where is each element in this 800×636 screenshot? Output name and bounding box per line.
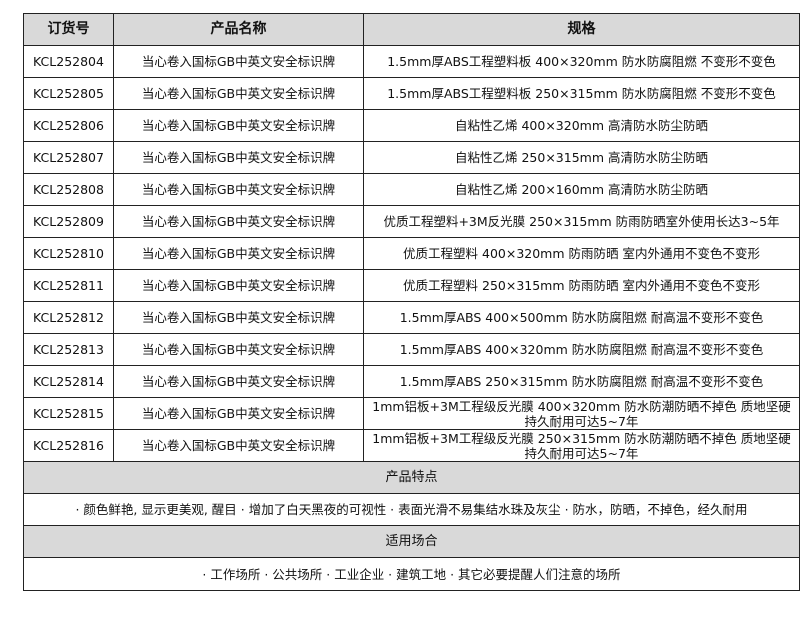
product-name-cell: 当心卷入国标GB中英文安全标识牌 <box>113 333 364 366</box>
product-name-cell: 当心卷入国标GB中英文安全标识牌 <box>113 269 364 302</box>
usage-text: · 工作场所 · 公共场所 · 工业企业 · 建筑工地 · 其它必要提醒人们注意… <box>23 557 800 591</box>
header-row: 订货号 产品名称 规格 <box>23 13 800 46</box>
table-row: KCL252814 当心卷入国标GB中英文安全标识牌 1.5mm厚ABS 250×3… <box>23 365 800 398</box>
spec-cell: 1.5mm厚ABS 400×320mm 防水防腐阻燃 耐高温不变形不变色 <box>363 333 800 366</box>
order-code-cell: KCL252807 <box>23 141 114 174</box>
table-row: KCL252804 当心卷入国标GB中英文安全标识牌 1.5mm厚ABS工程塑料板 … <box>23 45 800 78</box>
table-row: KCL252806 当心卷入国标GB中英文安全标识牌 自粘性乙烯 400×320mm… <box>23 109 800 142</box>
product-name-cell: 当心卷入国标GB中英文安全标识牌 <box>113 141 364 174</box>
spec-cell: 优质工程塑料 250×315mm 防雨防晒 室内外通用不变色不变形 <box>363 269 800 302</box>
table-row: KCL252815 当心卷入国标GB中英文安全标识牌 1mm铝板+3M工程级反光膜 … <box>23 397 800 430</box>
order-code-cell: KCL252812 <box>23 301 114 334</box>
usage-title: 适用场合 <box>23 525 800 558</box>
header-name: 产品名称 <box>113 13 364 46</box>
spec-cell: 1mm铝板+3M工程级反光膜 400×320mm 防水防潮防晒不掉色 质地坚硬 … <box>363 397 800 430</box>
table-row: KCL252812 当心卷入国标GB中英文安全标识牌 1.5mm厚ABS 400×5… <box>23 301 800 334</box>
table-row: KCL252811 当心卷入国标GB中英文安全标识牌 优质工程塑料 250×315m… <box>23 269 800 302</box>
spec-cell: 1.5mm厚ABS 400×500mm 防水防腐阻燃 耐高温不变形不变色 <box>363 301 800 334</box>
product-name-cell: 当心卷入国标GB中英文安全标识牌 <box>113 237 364 270</box>
spec-cell: 自粘性乙烯 400×320mm 高清防水防尘防晒 <box>363 109 800 142</box>
product-name-cell: 当心卷入国标GB中英文安全标识牌 <box>113 429 364 462</box>
product-name-cell: 当心卷入国标GB中英文安全标识牌 <box>113 77 364 110</box>
spec-cell: 优质工程塑料+3M反光膜 250×315mm 防雨防晒室外使用长达3~5年 <box>363 205 800 238</box>
table-row: KCL252805 当心卷入国标GB中英文安全标识牌 1.5mm厚ABS工程塑料板 … <box>23 77 800 110</box>
spec-cell: 1mm铝板+3M工程级反光膜 250×315mm 防水防潮防晒不掉色 质地坚硬 … <box>363 429 800 462</box>
order-code-cell: KCL252815 <box>23 397 114 430</box>
features-text: · 颜色鲜艳, 显示更美观, 醒目 · 增加了白天黑夜的可视性 · 表面光滑不易… <box>23 493 800 526</box>
order-code-cell: KCL252804 <box>23 45 114 78</box>
product-name-cell: 当心卷入国标GB中英文安全标识牌 <box>113 205 364 238</box>
product-name-cell: 当心卷入国标GB中英文安全标识牌 <box>113 45 364 78</box>
order-code-cell: KCL252814 <box>23 365 114 398</box>
header-code: 订货号 <box>23 13 114 46</box>
table-row: KCL252810 当心卷入国标GB中英文安全标识牌 优质工程塑料 400×320m… <box>23 237 800 270</box>
spec-cell: 自粘性乙烯 200×160mm 高清防水防尘防晒 <box>363 173 800 206</box>
header-spec: 规格 <box>363 13 800 46</box>
spec-cell: 1.5mm厚ABS 250×315mm 防水防腐阻燃 耐高温不变形不变色 <box>363 365 800 398</box>
order-code-cell: KCL252811 <box>23 269 114 302</box>
order-code-cell: KCL252809 <box>23 205 114 238</box>
spec-cell: 1.5mm厚ABS工程塑料板 250×315mm 防水防腐阻燃 不变形不变色 <box>363 77 800 110</box>
product-name-cell: 当心卷入国标GB中英文安全标识牌 <box>113 109 364 142</box>
features-title: 产品特点 <box>23 461 800 494</box>
table-row: KCL252809 当心卷入国标GB中英文安全标识牌 优质工程塑料+3M反光膜 25… <box>23 205 800 238</box>
spec-cell: 优质工程塑料 400×320mm 防雨防晒 室内外通用不变色不变形 <box>363 237 800 270</box>
order-code-cell: KCL252816 <box>23 429 114 462</box>
product-name-cell: 当心卷入国标GB中英文安全标识牌 <box>113 397 364 430</box>
product-name-cell: 当心卷入国标GB中英文安全标识牌 <box>113 365 364 398</box>
spec-cell: 1.5mm厚ABS工程塑料板 400×320mm 防水防腐阻燃 不变形不变色 <box>363 45 800 78</box>
table-row: KCL252813 当心卷入国标GB中英文安全标识牌 1.5mm厚ABS 400×3… <box>23 333 800 366</box>
order-code-cell: KCL252808 <box>23 173 114 206</box>
order-code-cell: KCL252805 <box>23 77 114 110</box>
table-row: KCL252807 当心卷入国标GB中英文安全标识牌 自粘性乙烯 250×315mm… <box>23 141 800 174</box>
order-code-cell: KCL252810 <box>23 237 114 270</box>
order-code-cell: KCL252813 <box>23 333 114 366</box>
order-code-cell: KCL252806 <box>23 109 114 142</box>
product-name-cell: 当心卷入国标GB中英文安全标识牌 <box>113 301 364 334</box>
table-row: KCL252816 当心卷入国标GB中英文安全标识牌 1mm铝板+3M工程级反光膜 … <box>23 429 800 462</box>
product-name-cell: 当心卷入国标GB中英文安全标识牌 <box>113 173 364 206</box>
spec-cell: 自粘性乙烯 250×315mm 高清防水防尘防晒 <box>363 141 800 174</box>
table-row: KCL252808 当心卷入国标GB中英文安全标识牌 自粘性乙烯 200×160mm… <box>23 173 800 206</box>
product-spec-table: 订货号 产品名称 规格 KCL252804 当心卷入国标GB中英文安全标识牌 1.5… <box>23 13 800 591</box>
